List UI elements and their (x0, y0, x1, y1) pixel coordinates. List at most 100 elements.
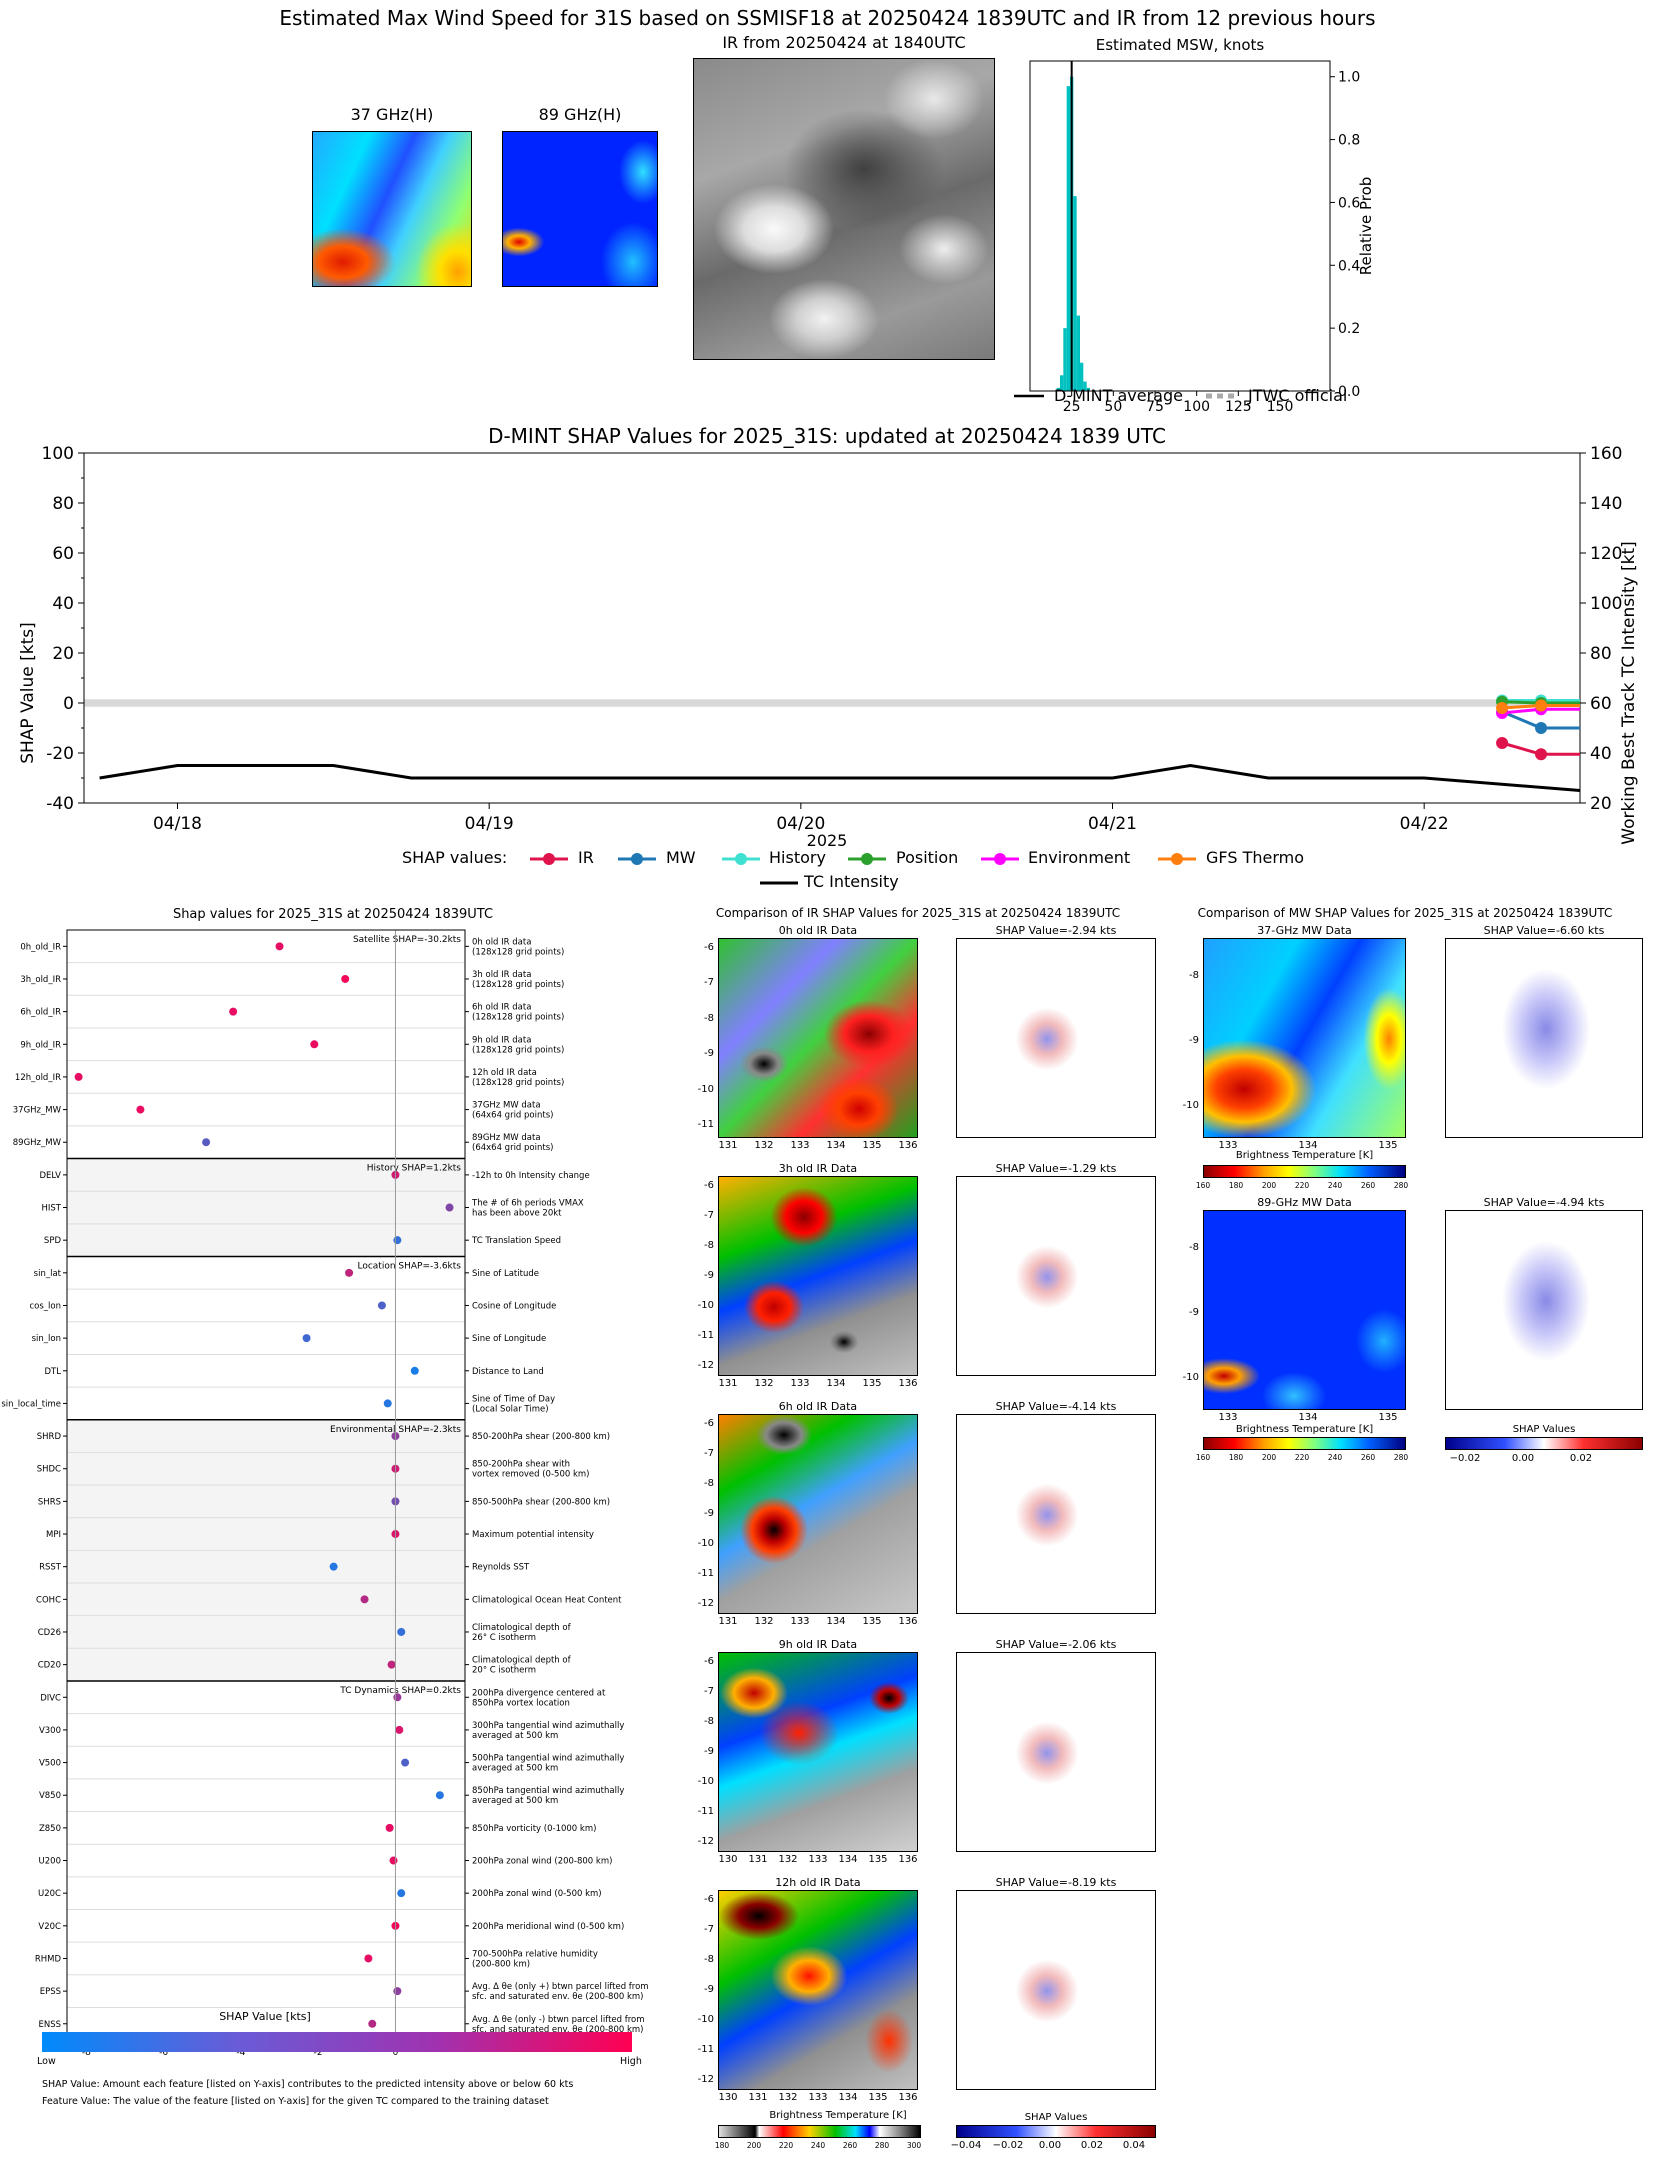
timeseries-xlabel: 2025 (807, 831, 848, 850)
mw-compare-title: Comparison of MW SHAP Values for 2025_31… (1197, 906, 1613, 920)
mw-cb-tick: 180 (1228, 1181, 1244, 1190)
ir-row-xtick: 132 (754, 1616, 774, 1627)
ir-row-ytick: -9 (704, 1984, 714, 1995)
feature-desc: 12h old IR data (472, 1068, 537, 1078)
ir-cb-tick: 280 (874, 2141, 890, 2150)
ir-row-ytick: -7 (704, 1448, 714, 1459)
legend-dmint-label: D-MINT average (1054, 386, 1183, 405)
series-point (1496, 702, 1509, 714)
tc-intensity-line (99, 763, 1581, 792)
feature-desc: averaged at 500 km (472, 1796, 558, 1806)
ir-row-xtick: 132 (778, 1854, 798, 1865)
feature-name: V300 (39, 1726, 61, 1736)
ir-row-shap-map (956, 1176, 1156, 1376)
ir-row-xtick: 131 (718, 1378, 738, 1389)
feature-name: MPI (46, 1530, 61, 1540)
feature-name: cos_lon (29, 1301, 61, 1311)
ir-row-shap-title: SHAP Value=-1.29 kts (995, 1162, 1117, 1175)
legend-environment: Environment (1028, 848, 1131, 867)
ir-cb-tick: 240 (810, 2141, 826, 2150)
ir-row-ytick: -6 (704, 1180, 714, 1191)
colorbar-high: High (620, 2056, 642, 2067)
feature-shap-point (341, 974, 350, 983)
mw-cb-tick: 200 (1261, 1181, 1277, 1190)
ir-row-xtick: 136 (898, 1854, 918, 1865)
ir-row-xtick: 136 (898, 1616, 918, 1627)
ir-shap-cb-label: SHAP Values (1024, 2112, 1088, 2123)
hist-bar (1083, 381, 1087, 391)
mw-row-shap-title: SHAP Value=-6.60 kts (1483, 924, 1605, 937)
ts-ytick: 20 (52, 644, 74, 664)
feature-desc: -12h to 0h Intensity change (472, 1171, 590, 1181)
ir-row-xtick: 131 (748, 2092, 768, 2103)
ir-row-ytick: -10 (697, 1300, 714, 1311)
ts-ytick: 80 (52, 494, 74, 514)
ir-row-image-title: 0h old IR Data (778, 924, 858, 937)
series-point (1535, 748, 1548, 761)
feature-value-colorbar (42, 2032, 632, 2052)
ir-row-shap-map (956, 1652, 1156, 1852)
ir-image-title: IR from 20250424 at 1840UTC (722, 33, 966, 52)
ir-row-ytick: -9 (704, 1746, 714, 1757)
feature-desc: vortex removed (0-500 km) (472, 1470, 589, 1480)
ir-cb-tick: 220 (778, 2141, 794, 2150)
ir-row-xtick: 130 (718, 1854, 738, 1865)
hist-bar (1076, 315, 1080, 391)
feature-shap-point (401, 1758, 410, 1767)
ir-row-image-title: 6h old IR Data (778, 1400, 858, 1413)
timeseries-title: D-MINT SHAP Values for 2025_31S: updated… (488, 424, 1166, 448)
mw-row-image-title: 89-GHz MW Data (1257, 1196, 1352, 1209)
ir-cb-label: Brightness Temperature [K] (769, 2110, 907, 2121)
feature-name: U200 (39, 1857, 61, 1867)
ir-row-shap-title: SHAP Value=-8.19 kts (995, 1876, 1117, 1889)
feature-shap-point (329, 1562, 338, 1571)
mw-cb-label-2: Brightness Temperature [K] (1235, 1424, 1374, 1435)
ir-row-ytick: -9 (704, 1048, 714, 1060)
mw-colorbar-2 (1203, 1437, 1406, 1450)
feature-name: RSST (39, 1563, 62, 1573)
ir-row-ytick: -6 (704, 1894, 714, 1905)
mw-cb-label-1: Brightness Temperature [K] (1235, 1150, 1374, 1161)
ir-row-shap-title: SHAP Value=-4.14 kts (995, 1400, 1117, 1413)
ts-y2tick: 40 (1590, 744, 1612, 764)
feature-desc: 26° C isotherm (472, 1633, 536, 1643)
ir-row-xtick: 136 (898, 2092, 918, 2103)
feature-name: U20C (38, 1889, 61, 1899)
feature-name: 0h_old_IR (20, 942, 61, 952)
mw-row-ytick: -10 (1182, 1100, 1199, 1111)
feature-desc: TC Translation Speed (471, 1236, 561, 1246)
ir-row-xtick: 133 (790, 1140, 810, 1151)
ir-row-xtick: 133 (790, 1378, 810, 1389)
feature-name: 89GHz_MW (13, 1138, 62, 1148)
feature-desc: 20° C isotherm (472, 1666, 536, 1676)
hist-bar (1086, 387, 1090, 391)
ir-row-image (718, 1890, 918, 2090)
hist-xtick: 125 (1225, 399, 1252, 415)
hist-bar (1056, 387, 1060, 391)
hist-ytick: 0.6 (1338, 195, 1360, 211)
feature-desc: Climatological depth of (472, 1656, 572, 1666)
mw-shap-cb-tick: 0.00 (1511, 1453, 1535, 1464)
hist-xtick: 25 (1063, 399, 1081, 415)
feature-name: SHRD (37, 1432, 62, 1442)
ir-row-ytick: -6 (704, 1418, 714, 1429)
ts-ytick: 100 (42, 444, 74, 464)
hist-bar (1060, 375, 1064, 391)
mw-cb-tick: 220 (1294, 1453, 1310, 1462)
ir-shap-colorbar (956, 2125, 1156, 2138)
mw-cb-tick: 220 (1294, 1181, 1310, 1190)
ir-row-image-title: 9h old IR Data (778, 1638, 858, 1651)
legend-history: History (769, 848, 826, 867)
feature-desc: (Local Solar Time) (472, 1404, 549, 1414)
ir-row-shap-title: SHAP Value=-2.94 kts (995, 924, 1117, 937)
feature-shap-point (397, 1627, 406, 1636)
ir-row-xtick: 135 (862, 1140, 882, 1151)
ts-y2tick: 120 (1590, 544, 1622, 564)
feature-desc: 200hPa zonal wind (0-500 km) (472, 1889, 602, 1899)
ir-shap-cb-tick: −0.02 (992, 2140, 1024, 2151)
feature-desc: 850-500hPa shear (200-800 km) (472, 1497, 610, 1507)
ts-ytick: 40 (52, 594, 74, 614)
feature-shap-point (393, 1236, 402, 1245)
note-feature-value: Feature Value: The value of the feature … (42, 2096, 549, 2107)
ir-cb-tick: 300 (906, 2141, 922, 2150)
